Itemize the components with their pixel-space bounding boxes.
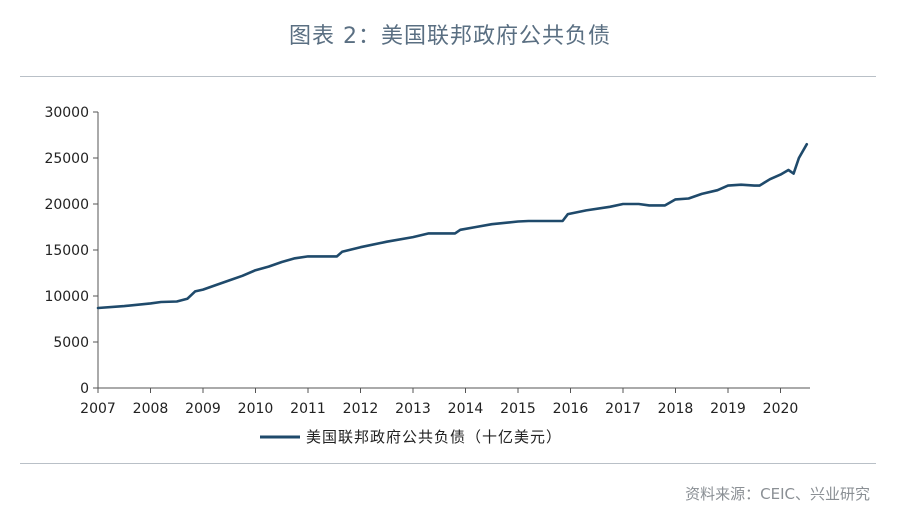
top-divider <box>20 76 876 77</box>
x-tick-label: 2020 <box>763 401 799 417</box>
y-tick-label: 25000 <box>44 151 89 167</box>
x-tick-label: 2012 <box>343 401 379 417</box>
x-tick-label: 2011 <box>290 401 326 417</box>
y-tick-label: 15000 <box>44 243 89 259</box>
legend: 美国联邦政府公共负债（十亿美元） <box>260 428 562 446</box>
y-tick-label: 5000 <box>53 335 89 351</box>
x-tick-label: 2016 <box>553 401 589 417</box>
x-tick-label: 2018 <box>658 401 694 417</box>
bottom-divider <box>20 463 876 464</box>
x-tick-label: 2019 <box>710 401 746 417</box>
y-tick-label: 20000 <box>44 197 89 213</box>
x-tick-label: 2007 <box>80 401 116 417</box>
y-axis-ticks: 0 5000 10000 15000 20000 25000 30000 <box>44 105 98 397</box>
x-tick-label: 2008 <box>133 401 169 417</box>
source-note: 资料来源：CEIC、兴业研究 <box>685 485 870 503</box>
x-tick-label: 2017 <box>605 401 641 417</box>
series-line <box>96 142 809 310</box>
series-group <box>96 142 809 310</box>
x-tick-label: 2014 <box>448 401 484 417</box>
chart-axes <box>97 112 810 389</box>
x-tick-label: 2015 <box>500 401 536 417</box>
x-tick-label: 2009 <box>185 401 221 417</box>
y-tick-label: 10000 <box>44 289 89 305</box>
x-axis-ticks: 2007 2008 2009 2010 2011 2012 2013 2014 2015 2016… <box>80 388 798 417</box>
x-tick-label: 2010 <box>238 401 274 417</box>
x-tick-label: 2013 <box>395 401 431 417</box>
y-tick-label: 0 <box>80 381 89 397</box>
legend-label: 美国联邦政府公共负债（十亿美元） <box>306 428 562 446</box>
y-tick-label: 30000 <box>44 105 89 121</box>
chart-title: 图表 2：美国联邦政府公共负债 <box>289 24 611 49</box>
